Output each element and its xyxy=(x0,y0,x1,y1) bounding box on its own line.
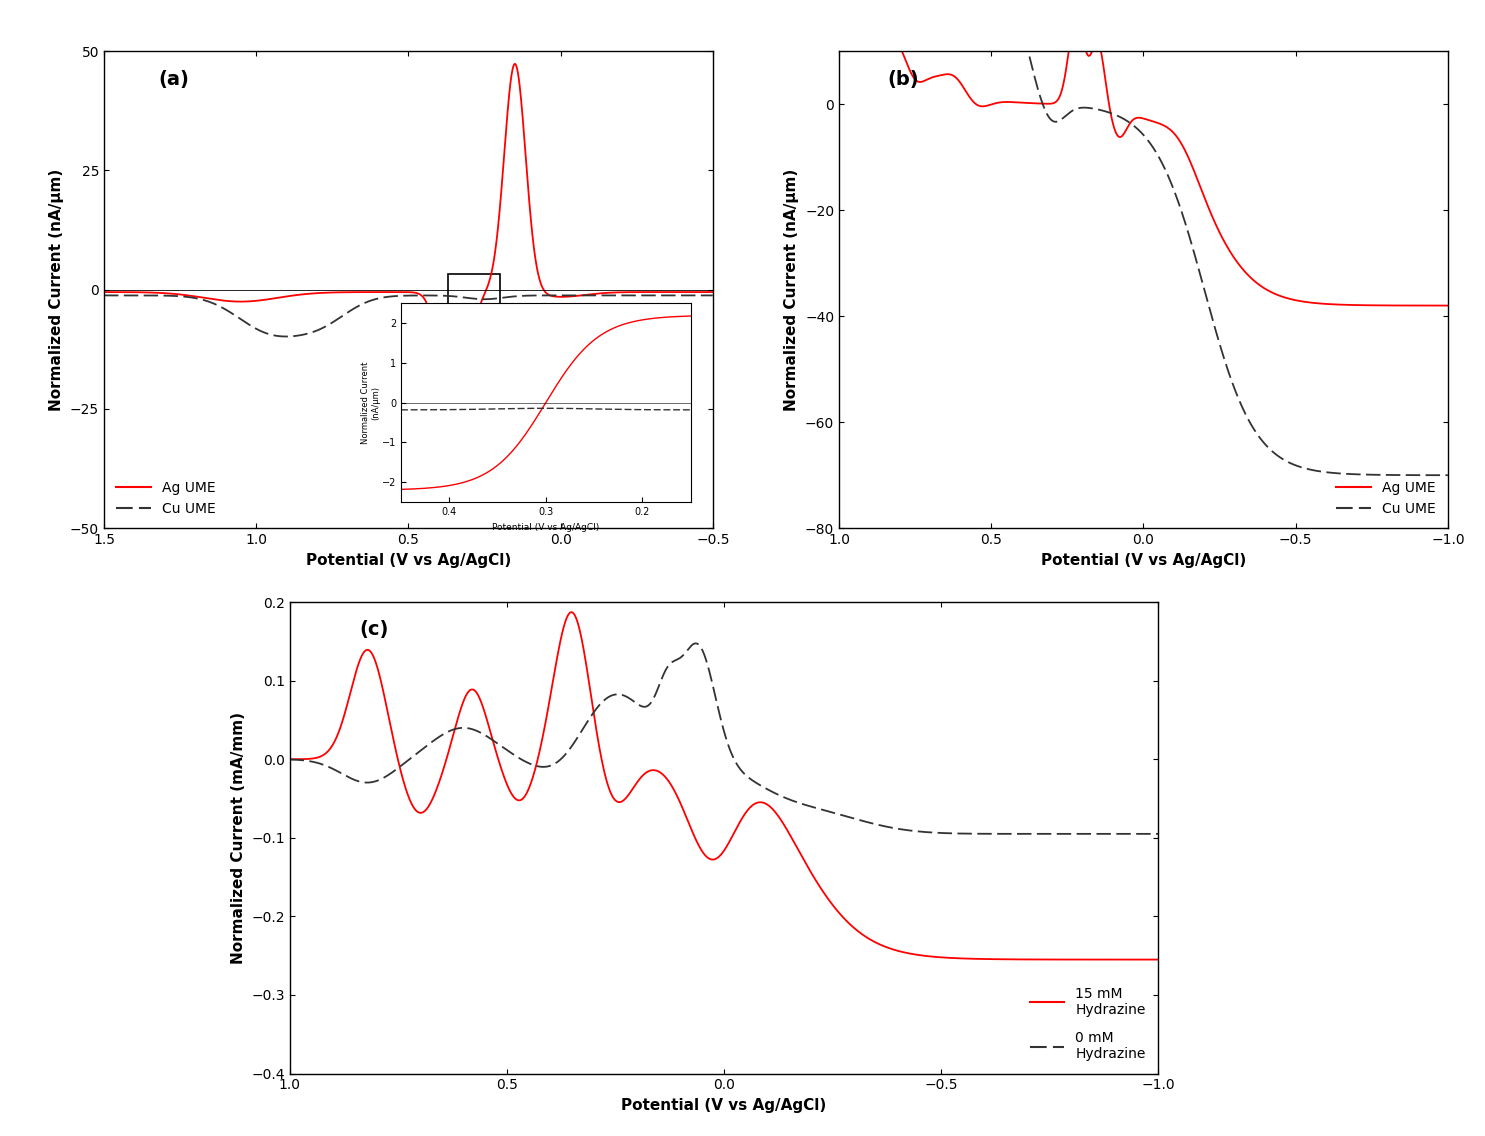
Legend: 15 mM
Hydrazine, 0 mM
Hydrazine: 15 mM Hydrazine, 0 mM Hydrazine xyxy=(1025,982,1151,1067)
Y-axis label: Normalized Current
(nA/μm): Normalized Current (nA/μm) xyxy=(361,361,380,444)
X-axis label: Potential (V vs Ag/AgCl): Potential (V vs Ag/AgCl) xyxy=(492,523,600,532)
X-axis label: Potential (V vs Ag/AgCl): Potential (V vs Ag/AgCl) xyxy=(621,1097,827,1113)
Text: (c): (c) xyxy=(359,620,389,640)
Legend: Ag UME, Cu UME: Ag UME, Cu UME xyxy=(1331,475,1440,521)
Bar xyxy=(448,275,499,304)
Legend: Ag UME, Cu UME: Ag UME, Cu UME xyxy=(111,475,221,521)
Text: (a): (a) xyxy=(159,69,190,89)
Y-axis label: Normalized Current (nA/μm): Normalized Current (nA/μm) xyxy=(49,168,64,411)
X-axis label: Potential (V vs Ag/AgCl): Potential (V vs Ag/AgCl) xyxy=(306,552,511,568)
Text: (b): (b) xyxy=(888,69,919,89)
Y-axis label: Normalized Current (mA/mm): Normalized Current (mA/mm) xyxy=(230,712,245,963)
X-axis label: Potential (V vs Ag/AgCl): Potential (V vs Ag/AgCl) xyxy=(1041,552,1246,568)
Y-axis label: Normalized Current (nA/μm): Normalized Current (nA/μm) xyxy=(784,168,799,411)
